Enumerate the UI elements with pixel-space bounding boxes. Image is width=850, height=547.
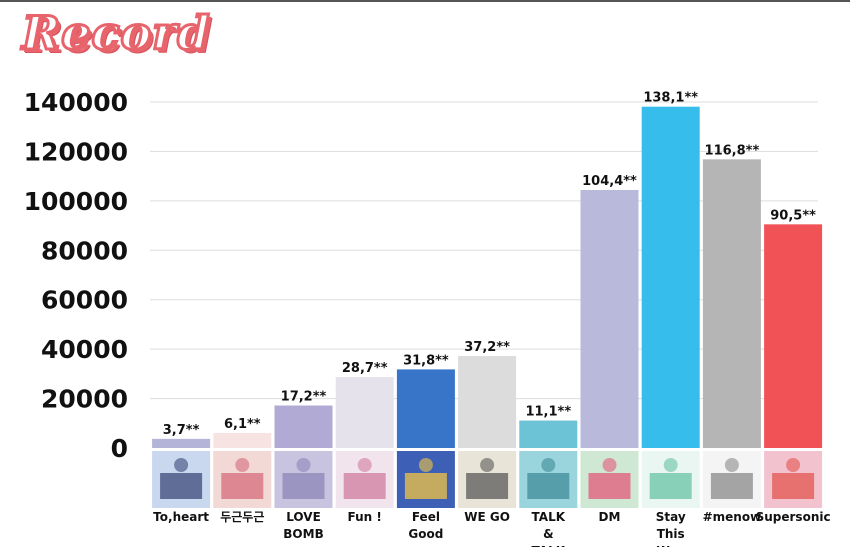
y-tick-label: 80000 [41,236,128,265]
data-label: 11,1** [525,405,571,420]
data-label: 17,2** [281,389,327,404]
data-label: 116,8** [705,143,760,158]
x-tick-label: WE GO [464,510,510,524]
data-label: 31,8** [403,353,449,368]
album-thumbnail-art [296,458,311,472]
y-tick-label: 120000 [24,137,128,166]
y-tick-label: 60000 [41,286,128,315]
bar [274,405,333,448]
bars [152,106,823,449]
album-thumbnail-art [786,458,801,472]
bar [458,356,517,448]
album-thumbnail-art [602,458,617,472]
data-label: 138,1** [643,91,698,106]
album-thumbnail-art [710,473,753,499]
y-tick-label: 20000 [41,385,128,414]
album-thumbnail-art [480,458,495,472]
album-thumbnail-art [221,473,264,499]
album-thumbnail-art [160,473,203,499]
album-thumbnail-art [235,458,250,472]
album-thumbnail-art [282,473,325,499]
data-label: 6,1** [224,417,261,432]
album-thumbnail-art [174,458,189,472]
x-tick-label: DM [599,510,621,524]
album-thumbnail-art [772,473,815,499]
bar [764,224,823,448]
album-thumbnail-art [588,473,631,499]
data-label: 28,7** [342,361,388,376]
x-tick-label: Way [657,544,686,547]
x-tick-label: #menow [703,510,762,524]
x-tick-label: TALK [532,510,566,524]
album-thumbnail-art [527,473,570,499]
data-label: 37,2** [464,340,510,355]
y-tick-label: 100000 [24,187,128,216]
bar [702,159,761,448]
x-tick-label: 두근두근 [220,510,264,524]
data-label: 104,4** [582,174,637,189]
x-tick-label: Feel [412,510,440,524]
album-thumbnail-art [404,473,447,499]
x-tick-label: TALK [532,544,566,547]
x-tick-label: Stay [656,510,686,524]
album-thumbnail-art [343,473,386,499]
y-tick-label: 140000 [24,88,128,117]
data-label: 3,7** [163,423,200,438]
x-axis-labels: To,heart 두근두근 LOVE BOMB Fun ! Feel Good WE GO TA… [153,510,830,547]
x-tick-label: Fun ! [348,510,382,524]
top-border [0,0,850,2]
bar [396,369,455,448]
x-tick-label: BOMB [283,527,323,541]
album-thumbnail-art [357,458,372,472]
bar [519,420,578,448]
value-labels: 3,7** 6,1** 17,2** 28,7** 31,8** 37,2** 11,1**… [163,91,816,438]
bar [213,432,272,448]
album-thumbnail-art [541,458,556,472]
x-tick-label: Good [408,527,443,541]
page-title: Record [21,5,212,62]
album-thumbnail-art [663,458,678,472]
album-thumbnail-art [649,473,692,499]
data-label: 90,5** [770,208,816,223]
bar [580,189,639,449]
y-tick-label: 0 [111,434,128,463]
album-thumbnail-art [466,473,509,499]
y-axis-ticks: 0 20000 40000 60000 80000 100000 120000 140000 [24,88,128,463]
x-tick-label: Supersonic [756,510,831,524]
album-thumbnail-art [724,458,739,472]
x-tick-label: LOVE [286,510,321,524]
bar [152,438,211,448]
x-tick-label: & [543,527,553,541]
album-thumbnail-art [418,458,433,472]
bar [641,106,700,449]
y-tick-label: 40000 [41,335,128,364]
x-tick-label: To,heart [153,510,209,524]
album-thumbnails [152,451,823,508]
x-tick-label: This [657,527,685,541]
bar [335,377,394,448]
